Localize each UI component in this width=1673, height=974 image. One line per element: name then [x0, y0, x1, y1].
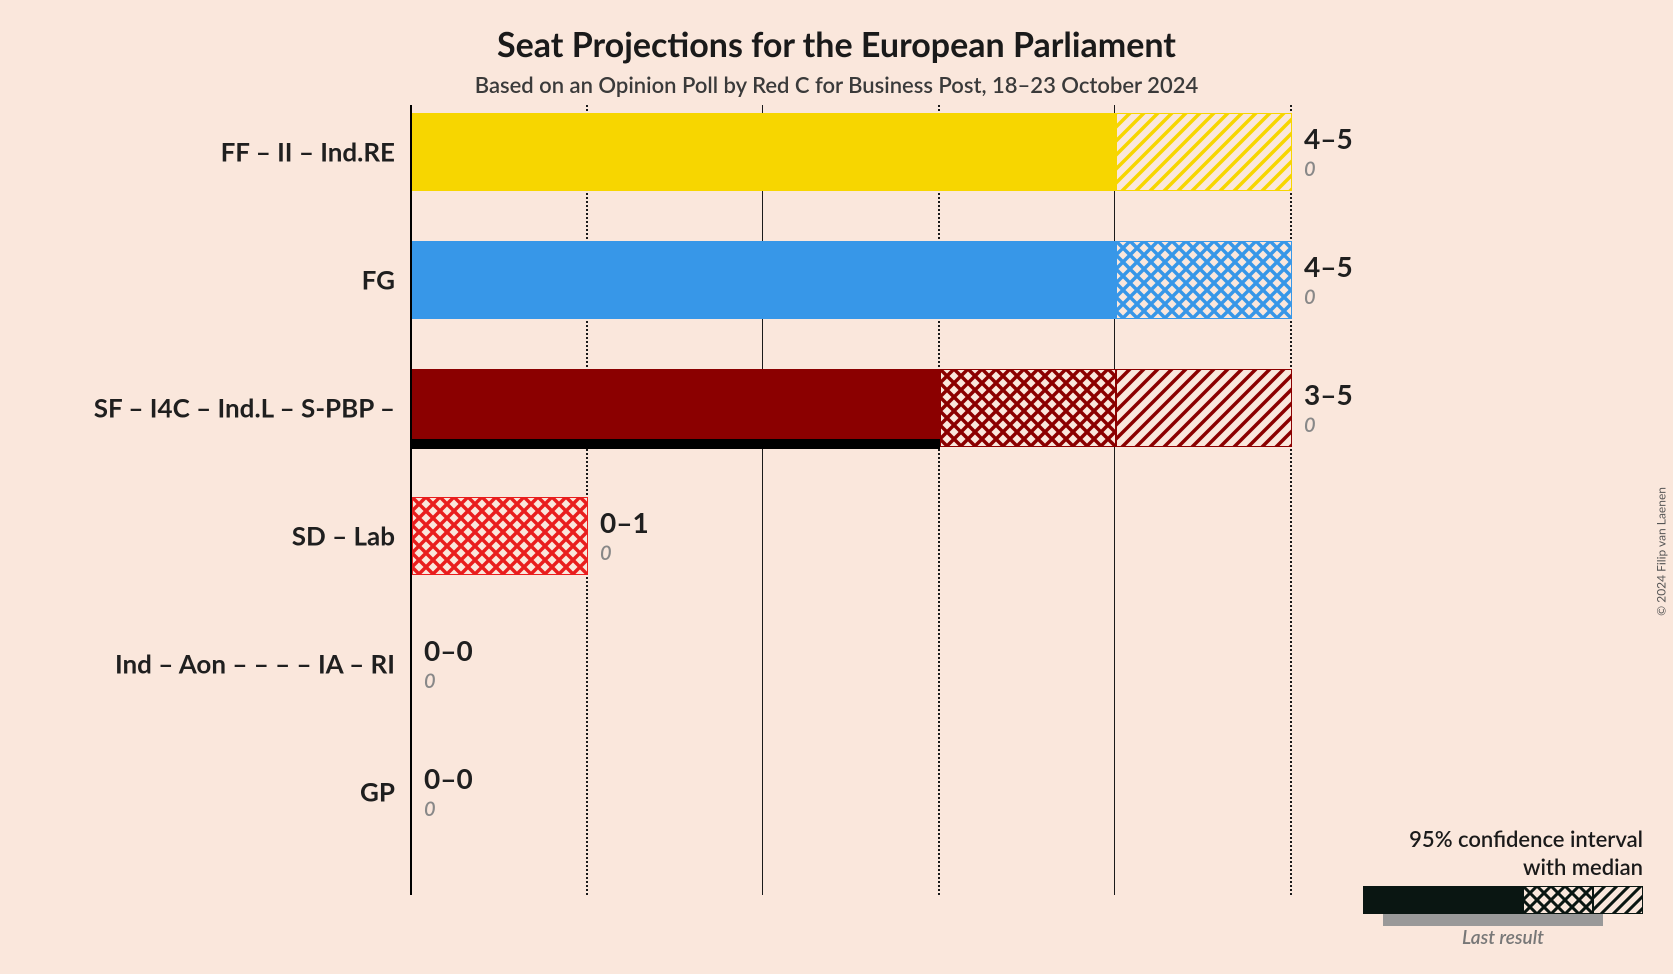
row-label: SF – I4C – Ind.L – S-PBP – [0, 392, 395, 423]
last-result-marker [412, 439, 940, 449]
bar-solid-segment [412, 369, 940, 447]
legend-crosshatch-segment [1523, 886, 1593, 914]
bar-row: FF – II – Ind.RE 4–50 [0, 113, 1510, 191]
range-label: 0–0 [424, 761, 473, 795]
range-label: 4–5 [1304, 121, 1353, 155]
legend: 95% confidence interval with median Last… [1363, 825, 1643, 934]
bar-crosshatch-segment [940, 369, 1116, 447]
legend-last-result-label: Last result [1363, 926, 1643, 949]
chart-title: Seat Projections for the European Parlia… [0, 0, 1673, 65]
legend-line-2: with median [1363, 853, 1643, 881]
range-label: 3–5 [1304, 377, 1353, 411]
legend-last-result-bar [1383, 914, 1603, 926]
range-label: 0–0 [424, 633, 473, 667]
bar-crosshatch-segment [412, 497, 588, 575]
bar-solid-segment [412, 241, 1116, 319]
seat-projection-chart: Seat Projections for the European Parlia… [0, 0, 1673, 974]
bar-diagonal-segment [1116, 113, 1292, 191]
last-result-label: 0 [424, 669, 436, 693]
copyright-text: © 2024 Filip van Laenen [1654, 487, 1669, 616]
last-result-label: 0 [1304, 413, 1316, 437]
last-result-label: 0 [600, 541, 612, 565]
bar-diagonal-segment [1116, 369, 1292, 447]
legend-solid-segment [1363, 886, 1523, 914]
row-label: SD – Lab [0, 520, 395, 551]
last-result-label: 0 [424, 797, 436, 821]
bar-row: GP 0–00 [0, 753, 1510, 831]
bar-row: SF – I4C – Ind.L – S-PBP – 3–50 [0, 369, 1510, 447]
row-label: Ind – Aon – – – – IA – RI [0, 648, 395, 679]
bar-solid-segment [412, 113, 1116, 191]
bar-row: FG 4–50 [0, 241, 1510, 319]
legend-line-1: 95% confidence interval [1363, 825, 1643, 853]
last-result-label: 0 [1304, 157, 1316, 181]
bar-row: SD – Lab 0–10 [0, 497, 1510, 575]
legend-diagonal-segment [1593, 886, 1643, 914]
bar-row: Ind – Aon – – – – IA – RI 0–00 [0, 625, 1510, 703]
row-label: FF – II – Ind.RE [0, 136, 395, 167]
row-label: GP [0, 776, 395, 807]
bar-crosshatch-segment [1116, 241, 1292, 319]
range-label: 0–1 [600, 505, 649, 539]
chart-subtitle: Based on an Opinion Poll by Red C for Bu… [0, 65, 1673, 98]
legend-bars: Last result [1363, 886, 1643, 934]
last-result-label: 0 [1304, 285, 1316, 309]
range-label: 4–5 [1304, 249, 1353, 283]
plot-area: FF – II – Ind.RE4–50FG4–50SF – I4C – Ind… [410, 105, 1510, 895]
row-label: FG [0, 264, 395, 295]
